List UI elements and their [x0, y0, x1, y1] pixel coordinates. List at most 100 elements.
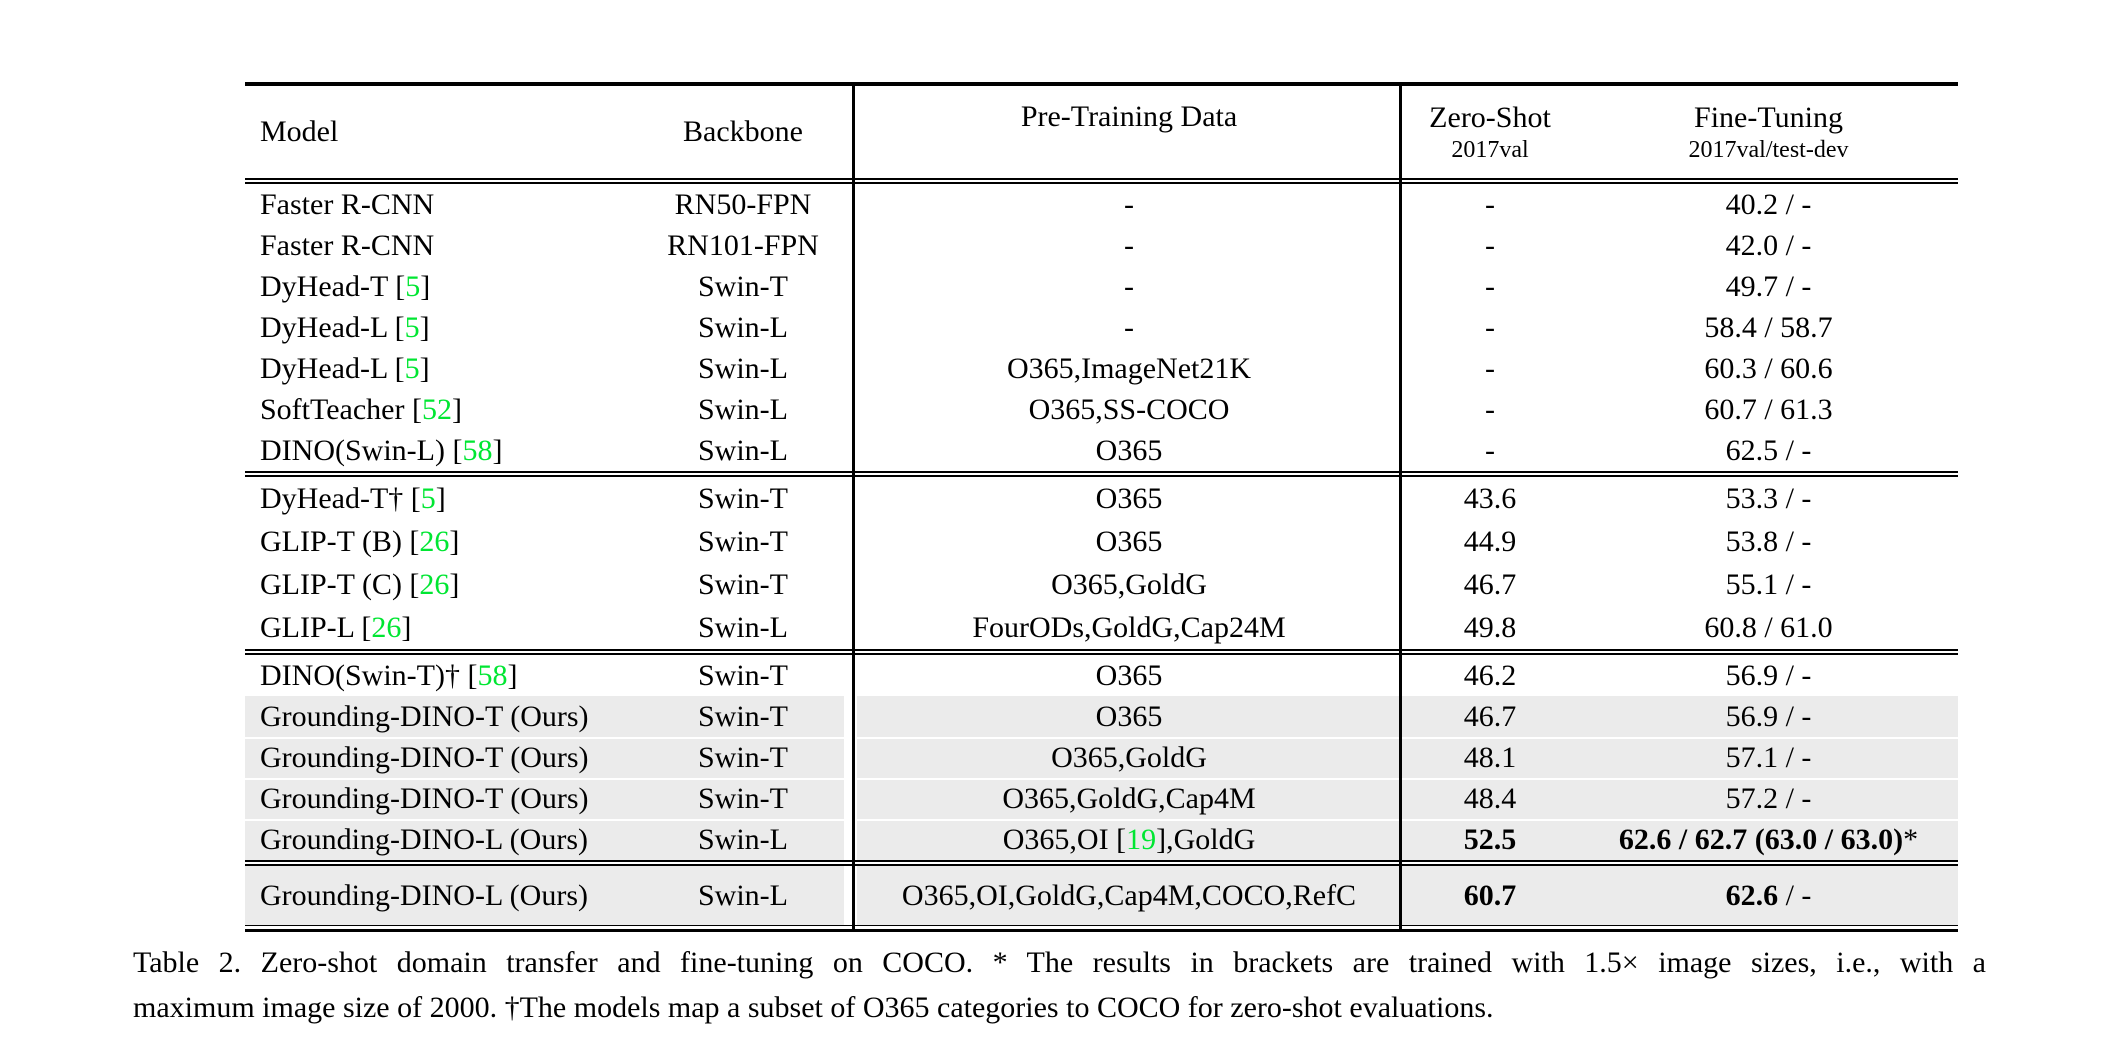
row-right-block: - - 49.7 / -: [857, 266, 1958, 307]
cell-text: O365: [1095, 525, 1163, 558]
row-right-block: - - 42.0 / -: [857, 225, 1958, 266]
cell-text: Swin-T: [698, 270, 788, 303]
cell-backbone: RN50-FPN: [642, 184, 844, 225]
cell-text: DINO(Swin-L) [: [260, 434, 463, 467]
citation-ref[interactable]: 26: [419, 568, 450, 601]
row-right-block: O365 - 62.5 / -: [857, 430, 1958, 471]
citation-ref[interactable]: 5: [405, 270, 421, 303]
cell-text: 48.4: [1463, 782, 1517, 815]
group-separator-rule: [245, 471, 1958, 477]
cell-model: Faster R-CNN: [245, 225, 642, 266]
cell-text: 60.7: [1463, 879, 1517, 912]
cell-pretraining: O365,SS-COCO: [857, 389, 1401, 430]
header-zero-shot-subtitle: 2017val: [1451, 137, 1529, 163]
row-right-block: O365,OI [19],GoldG 52.5 62.6 / 62.7 (63.0 …: [857, 819, 1958, 860]
cell-text: 44.9: [1463, 525, 1517, 558]
cell-model: GLIP-T (C) [26]: [245, 563, 642, 606]
cell-text: Grounding-DINO-T (Ours): [260, 782, 589, 815]
row-right-block: O365,GoldG 46.7 55.1 / -: [857, 563, 1958, 606]
cell-backbone: Swin-T: [642, 477, 844, 520]
cell-zero-shot: -: [1401, 389, 1579, 430]
header-pretraining: Pre-Training Data: [1020, 100, 1238, 133]
cell-fine-tuning: 62.6 / -: [1579, 866, 1958, 925]
row-right-block: O365,SS-COCO - 60.7 / 61.3: [857, 389, 1958, 430]
cell-text: 57.1 / -: [1725, 741, 1812, 774]
cell-pretraining: O365,OI [19],GoldG: [857, 819, 1401, 860]
cell-text: 62.6: [1725, 879, 1779, 912]
cell-text: / -: [1778, 879, 1812, 912]
caption-line-2: maximum image size of 2000. †The models …: [133, 991, 1494, 1024]
cell-text: O365: [1095, 482, 1163, 515]
citation-ref[interactable]: 58: [477, 659, 508, 692]
cell-text: RN50-FPN: [674, 188, 812, 221]
cell-text: ]: [449, 525, 460, 558]
citation-ref[interactable]: 5: [404, 352, 420, 385]
row-right-block: - - 40.2 / -: [857, 184, 1958, 225]
cell-text: Grounding-DINO-L (Ours): [260, 879, 588, 912]
cell-text: Faster R-CNN: [260, 229, 435, 262]
cell-text: ]: [401, 611, 412, 644]
cell-text: Swin-L: [698, 393, 788, 426]
cell-backbone: Swin-L: [642, 819, 844, 860]
cell-text: 46.7: [1463, 700, 1517, 733]
table-row: Faster R-CNN RN101-FPN - - 42.0 / -: [245, 225, 1958, 266]
results-table: Model Backbone Pre-Training Data Zero-Sh…: [245, 82, 1958, 932]
cell-text: 53.3 / -: [1725, 482, 1812, 515]
cell-text: 48.1: [1463, 741, 1517, 774]
citation-ref[interactable]: 19: [1126, 823, 1157, 856]
table-group: Faster R-CNN RN50-FPN - -40.2 / - Faster R-C…: [245, 184, 1958, 471]
table-row: Grounding-DINO-L (Ours) Swin-L O365,OI [19…: [245, 819, 1958, 860]
citation-ref[interactable]: 52: [421, 393, 452, 426]
cell-text: 60.3 / 60.6: [1704, 352, 1833, 385]
cell-text: Swin-L: [698, 352, 788, 385]
table-row: DINO(Swin-T)† [58] Swin-T O365 46.2 56.9 / -: [245, 655, 1958, 696]
row-right-block: O365,ImageNet21K - 60.3 / 60.6: [857, 348, 1958, 389]
citation-ref[interactable]: 26: [419, 525, 450, 558]
column-gap: [844, 477, 857, 520]
cell-text: 62.6 / 62.7 (63.0 / 63.0): [1618, 823, 1904, 856]
cell-fine-tuning: 53.8 / -: [1579, 520, 1958, 563]
cell-text: 49.8: [1463, 611, 1517, 644]
table-body: Faster R-CNN RN50-FPN - -40.2 / - Faster R-C…: [245, 184, 1958, 925]
table-row: GLIP-T (C) [26] Swin-T O365,GoldG 46.7 55.1 …: [245, 563, 1958, 606]
cell-zero-shot: 46.7: [1401, 563, 1579, 606]
cell-fine-tuning: 62.5 / -: [1579, 430, 1958, 471]
citation-ref[interactable]: 5: [420, 482, 436, 515]
cell-text: O365,GoldG,Cap4M: [1002, 782, 1256, 815]
row-right-block: O365 46.2 56.9 / -: [857, 655, 1958, 696]
row-left-block: DINO(Swin-L) [58] Swin-L: [245, 430, 844, 471]
row-left-block: Grounding-DINO-T (Ours) Swin-T: [245, 778, 844, 819]
cell-text: ]: [507, 659, 518, 692]
table-row: DyHead-L [5] Swin-L O365,ImageNet21K - 60.3 …: [245, 348, 1958, 389]
cell-model: DyHead-L [5]: [245, 307, 642, 348]
column-gap: [844, 606, 857, 649]
cell-fine-tuning: 60.8 / 61.0: [1579, 606, 1958, 649]
cell-zero-shot: 48.4: [1401, 778, 1579, 819]
cell-pretraining: O365,GoldG,Cap4M: [857, 778, 1401, 819]
row-left-block: DyHead-L [5] Swin-L: [245, 307, 844, 348]
header-right-block: Pre-Training Data Zero-Shot 2017val Fine…: [857, 100, 1958, 164]
cell-model: DyHead-T [5]: [245, 266, 642, 307]
cell-pretraining: -: [857, 184, 1401, 225]
citation-ref[interactable]: 58: [462, 434, 493, 467]
cell-zero-shot: -: [1401, 348, 1579, 389]
citation-ref[interactable]: 5: [404, 311, 420, 344]
table-row: Grounding-DINO-L (Ours) Swin-L O365,OI,Gol…: [245, 866, 1958, 925]
cell-pretraining: -: [857, 225, 1401, 266]
header-zero-shot: Zero-Shot 2017val: [1401, 100, 1579, 164]
cell-backbone: Swin-L: [642, 307, 844, 348]
cell-text: ]: [435, 482, 446, 515]
row-left-block: GLIP-T (B) [26] Swin-T: [245, 520, 844, 563]
column-divider-pretraining-zeroshot: [1399, 82, 1402, 932]
cell-text: -: [1485, 270, 1495, 303]
cell-backbone: Swin-L: [642, 389, 844, 430]
column-gap: [844, 307, 857, 348]
table-row: GLIP-T (B) [26] Swin-T O365 44.9 53.8 / -: [245, 520, 1958, 563]
cell-zero-shot: 46.2: [1401, 655, 1579, 696]
cell-zero-shot: -: [1401, 225, 1579, 266]
cell-backbone: Swin-L: [642, 348, 844, 389]
citation-ref[interactable]: 26: [371, 611, 402, 644]
cell-backbone: Swin-T: [642, 655, 844, 696]
cell-pretraining: O365: [857, 696, 1401, 737]
